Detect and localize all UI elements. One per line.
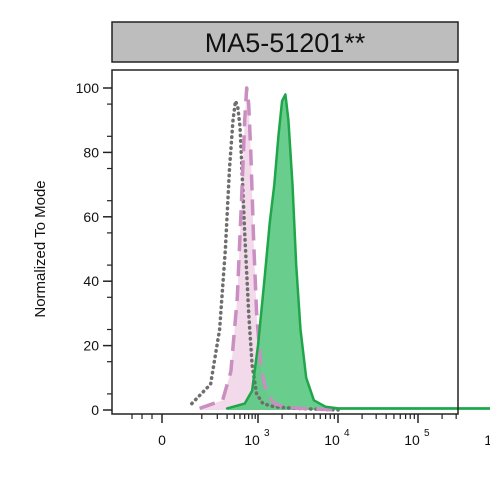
series-1-line xyxy=(190,99,340,412)
y-tick-label: 40 xyxy=(83,273,99,289)
x-tick-exponent: 3 xyxy=(264,428,270,439)
x-axis: 0103104105106 xyxy=(131,414,490,448)
series-3-line xyxy=(225,93,490,410)
x-tick-label: 0 xyxy=(158,432,166,448)
series-3-fill xyxy=(227,94,490,410)
y-axis: 0 20 40 60 80 100 xyxy=(76,80,112,418)
y-tick-label: 60 xyxy=(83,209,99,225)
y-tick-label: 20 xyxy=(83,338,99,354)
series-2-line xyxy=(199,86,339,412)
y-tick-label: 0 xyxy=(91,402,99,418)
x-tick-label: 10 xyxy=(324,432,340,448)
histogram-lines xyxy=(190,86,490,412)
y-tick-label: 80 xyxy=(83,144,99,160)
histogram-fills xyxy=(199,88,490,410)
y-tick-label: 100 xyxy=(76,80,100,96)
plot-frame xyxy=(111,69,459,415)
x-tick-label: 10 xyxy=(244,432,260,448)
title-banner: MA5-51201** xyxy=(111,21,459,63)
title-box xyxy=(111,21,459,63)
x-tick-exponent: 5 xyxy=(424,428,430,439)
chart-title: MA5-51201** xyxy=(205,28,366,58)
y-axis-label: Normalized To Mode xyxy=(32,180,49,317)
x-tick-label: 10 xyxy=(404,432,420,448)
x-tick-exponent: 4 xyxy=(344,428,350,439)
x-tick-label: 10 xyxy=(484,432,490,448)
